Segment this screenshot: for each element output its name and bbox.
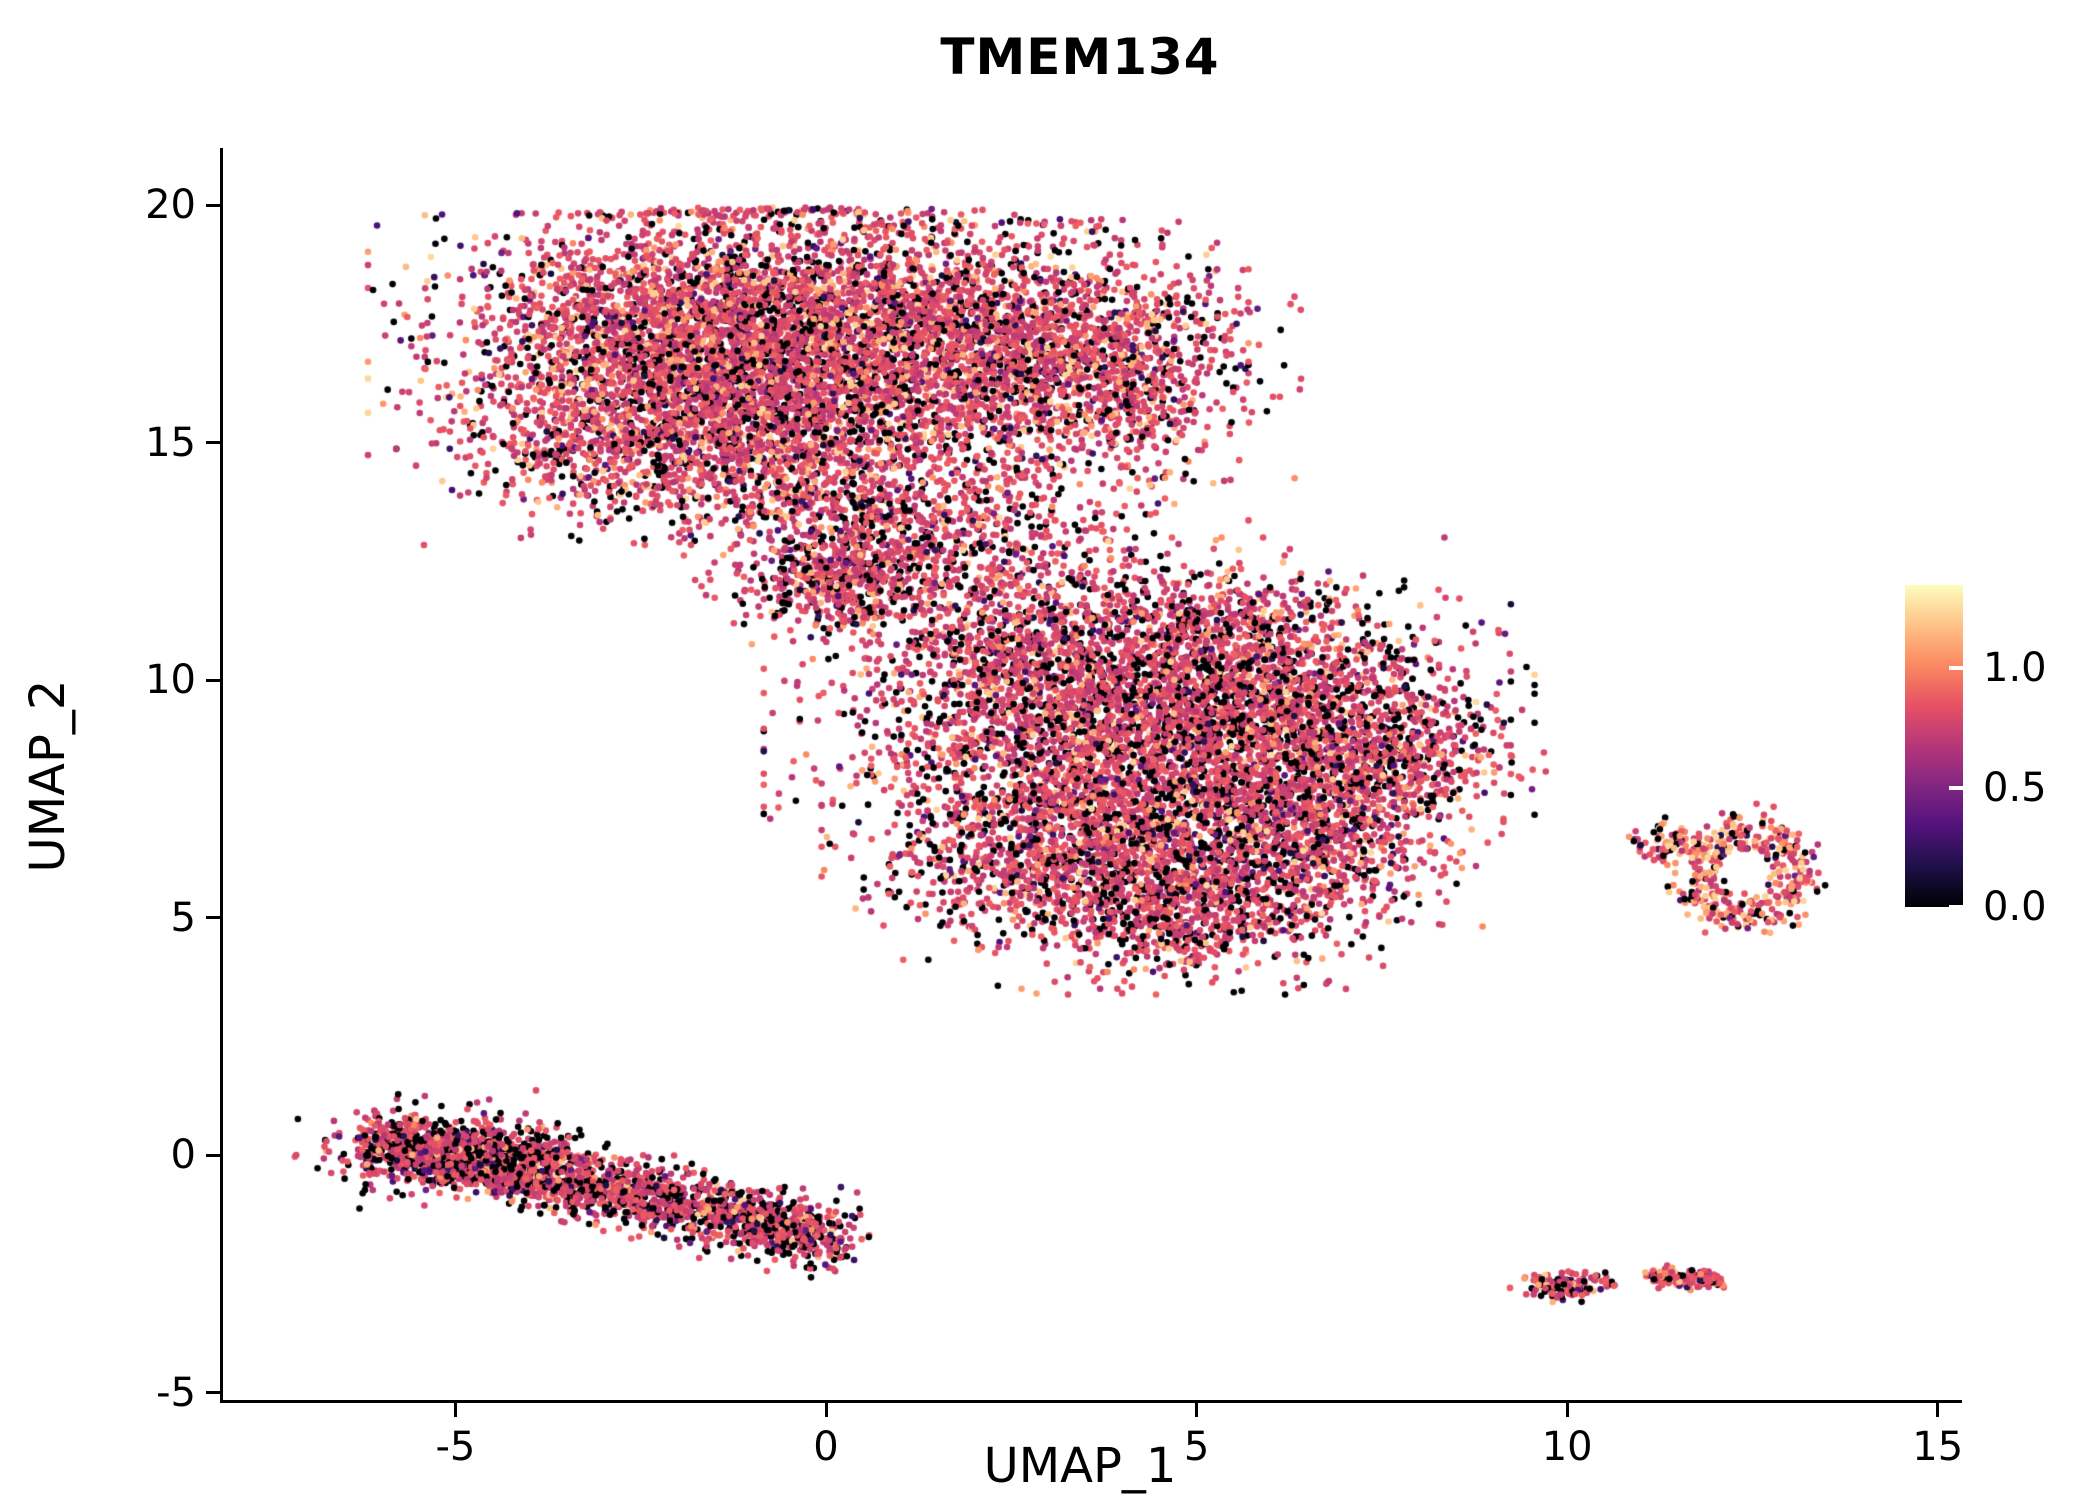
colorbar-tick-label: 1.0 — [1983, 645, 2047, 692]
colorbar-tick-label: 0.5 — [1983, 764, 2047, 811]
y-tick-label: 5 — [170, 894, 196, 941]
colorbar-tick-mark — [1949, 905, 1963, 909]
y-tick-label: 0 — [170, 1132, 196, 1178]
y-tick-mark — [206, 1391, 220, 1394]
colorbar-tick-mark — [1949, 785, 1963, 790]
y-tick-label: 15 — [145, 419, 196, 466]
colorbar-tick-mark — [1949, 666, 1963, 671]
x-tick-mark — [453, 1403, 457, 1417]
x-tick-mark — [1195, 1403, 1199, 1417]
x-tick-label: 0 — [813, 1424, 839, 1470]
y-tick-mark — [206, 203, 220, 207]
colorbar — [1905, 585, 1963, 907]
y-tick-label: 20 — [145, 182, 196, 228]
x-axis-line — [220, 1400, 1962, 1403]
x-tick-label: 10 — [1541, 1424, 1593, 1470]
y-tick-mark — [206, 441, 220, 444]
x-tick-label: 5 — [1183, 1424, 1210, 1470]
x-tick-mark — [824, 1403, 828, 1417]
x-tick-label: 15 — [1912, 1424, 1964, 1470]
y-tick-mark — [206, 678, 220, 682]
plot-title: TMEM134 — [940, 28, 1220, 86]
y-tick-label: -5 — [156, 1369, 196, 1416]
x-tick-mark — [1936, 1403, 1940, 1417]
y-tick-mark — [206, 1153, 220, 1157]
y-tick-label: 10 — [145, 657, 196, 703]
colorbar-tick-label: 0.0 — [1983, 884, 2047, 930]
y-axis-line — [220, 148, 223, 1403]
y-tick-mark — [206, 916, 220, 919]
colorbar-gradient — [1905, 585, 1963, 907]
x-tick-mark — [1565, 1403, 1569, 1417]
x-axis-label: UMAP_1 — [983, 1438, 1177, 1494]
y-axis-label: UMAP_2 — [20, 679, 76, 873]
x-tick-label: -5 — [435, 1424, 476, 1470]
